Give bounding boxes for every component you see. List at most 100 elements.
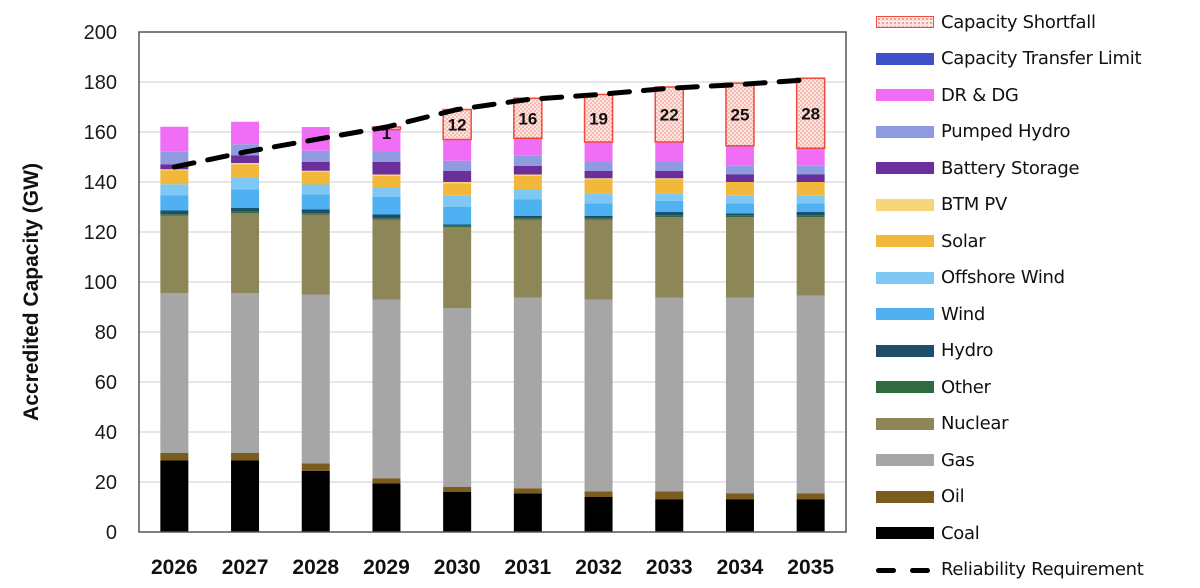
bar-stack-2026 bbox=[160, 126, 189, 532]
bar-segment-oil bbox=[231, 453, 260, 461]
legend-item-offshore-wind: Offshore Wind bbox=[876, 260, 1196, 297]
bar-segment-oil bbox=[513, 488, 542, 494]
legend-label: Offshore Wind bbox=[941, 267, 1065, 289]
bar-segment-oil bbox=[301, 463, 330, 471]
bar-segment-offshore-wind bbox=[796, 195, 825, 204]
legend-label: Coal bbox=[941, 522, 980, 544]
bar-segment-solar bbox=[796, 182, 825, 196]
bar-segment-pumped-hydro bbox=[513, 155, 542, 166]
bar-segment-coal bbox=[796, 499, 825, 532]
legend-item-capacity-transfer-limit: Capacity Transfer Limit bbox=[876, 41, 1196, 78]
legend-swatch bbox=[876, 454, 934, 467]
legend-item-solar: Solar bbox=[876, 223, 1196, 260]
legend-swatch bbox=[876, 381, 934, 394]
legend-item-pumped-hydro: Pumped Hydro bbox=[876, 114, 1196, 151]
y-tick-label: 140 bbox=[84, 172, 117, 194]
bar-segment-offshore-wind bbox=[160, 184, 189, 196]
bar-segment-oil bbox=[725, 493, 754, 500]
reliability-requirement-path bbox=[171, 77, 814, 170]
bar-segment-offshore-wind bbox=[231, 178, 260, 190]
bar-segment-pumped-hydro bbox=[655, 162, 684, 171]
bar-segment-solar bbox=[160, 170, 189, 185]
bar-stack-2029 bbox=[371, 126, 402, 532]
bar-segment-wind bbox=[231, 189, 260, 208]
bar-segment-gas bbox=[584, 299, 613, 492]
bar-stack-2027 bbox=[231, 121, 260, 532]
reliability-requirement-line bbox=[171, 77, 814, 170]
bar-stack-2031 bbox=[513, 97, 543, 532]
bar-segment-gas bbox=[725, 297, 754, 494]
bar-segment-pumped-hydro bbox=[443, 160, 472, 171]
bar-segment-wind bbox=[160, 195, 189, 211]
bar-segment-capacity-shortfall bbox=[442, 108, 472, 141]
bar-segment-gas bbox=[655, 297, 684, 492]
bar-segment-coal bbox=[231, 460, 260, 532]
bar-segment-hydro bbox=[372, 214, 401, 219]
bar-segment-solar bbox=[231, 164, 260, 178]
legend-item-wind: Wind bbox=[876, 296, 1196, 333]
bar-segment-battery-storage bbox=[301, 162, 330, 171]
bar-segment-offshore-wind bbox=[725, 195, 754, 204]
bar-stack-2033 bbox=[654, 86, 684, 532]
bar-segment-other bbox=[372, 218, 401, 220]
legend-swatch bbox=[876, 490, 934, 503]
y-tick-label: 40 bbox=[95, 422, 117, 444]
bar-segment-nuclear bbox=[372, 219, 401, 300]
bar-segment-coal bbox=[655, 499, 684, 532]
bar-segment-wind bbox=[443, 207, 472, 225]
bar-segment-oil bbox=[796, 493, 825, 500]
bar-segment-dr-dg bbox=[443, 139, 472, 161]
bar-segment-pumped-hydro bbox=[725, 165, 754, 175]
bar-segment-btm-pv bbox=[443, 182, 472, 184]
bar-segment-solar bbox=[584, 179, 613, 194]
bar-segment-gas bbox=[231, 293, 260, 453]
bar-segment-dr-dg bbox=[160, 126, 189, 152]
shortfall-value-label: 22 bbox=[660, 106, 679, 125]
bars bbox=[160, 77, 826, 532]
bar-segment-gas bbox=[160, 293, 189, 453]
legend-label: Gas bbox=[941, 449, 975, 471]
plot-frame bbox=[138, 31, 847, 533]
y-tick-label: 80 bbox=[95, 322, 117, 344]
legend-label: Reliability Requirement bbox=[941, 559, 1144, 581]
y-tick-label: 120 bbox=[84, 222, 117, 244]
bar-segment-other bbox=[725, 215, 754, 217]
legend-item-nuclear: Nuclear bbox=[876, 406, 1196, 443]
legend-swatch bbox=[876, 417, 934, 430]
legend-swatch bbox=[876, 344, 934, 357]
bar-segment-hydro bbox=[301, 209, 330, 214]
bar-segment-hydro bbox=[584, 215, 613, 219]
legend-item-gas: Gas bbox=[876, 442, 1196, 479]
bar-segment-hydro bbox=[160, 210, 189, 215]
y-tick-label: 100 bbox=[84, 272, 117, 294]
bar-segment-other bbox=[655, 215, 684, 217]
y-tick-label: 200 bbox=[84, 22, 117, 44]
legend-label: Nuclear bbox=[941, 413, 1009, 435]
y-tick-label: 0 bbox=[106, 522, 117, 544]
bar-segment-oil bbox=[443, 487, 472, 492]
shortfall-value-label: 28 bbox=[801, 104, 820, 123]
x-tick-label: 2035 bbox=[787, 556, 834, 579]
legend-swatch bbox=[876, 235, 934, 248]
bar-segment-hydro bbox=[513, 215, 542, 219]
bar-segment-gas bbox=[513, 297, 542, 489]
shortfall-value-label: 1 bbox=[382, 124, 391, 143]
x-tick-label: 2033 bbox=[646, 556, 693, 579]
bar-segment-wind bbox=[796, 203, 825, 212]
x-tick-label: 2030 bbox=[434, 556, 481, 579]
legend-swatch bbox=[876, 162, 934, 175]
bar-stack-2032 bbox=[583, 93, 614, 532]
legend-item-battery-storage: Battery Storage bbox=[876, 150, 1196, 187]
bar-segment-pumped-hydro bbox=[796, 165, 825, 175]
y-tick-label: 180 bbox=[84, 72, 117, 94]
bar-segment-offshore-wind bbox=[584, 193, 613, 204]
legend-item-oil: Oil bbox=[876, 479, 1196, 516]
bar-segment-gas bbox=[301, 294, 330, 464]
x-tick-label: 2034 bbox=[717, 556, 764, 579]
bar-segment-battery-storage bbox=[655, 170, 684, 179]
bar-segment-nuclear bbox=[796, 217, 825, 296]
bar-segment-battery-storage bbox=[725, 174, 754, 182]
bar-stack-2028 bbox=[301, 127, 330, 532]
bar-segment-other bbox=[584, 218, 613, 220]
bar-segment-coal bbox=[513, 493, 542, 532]
